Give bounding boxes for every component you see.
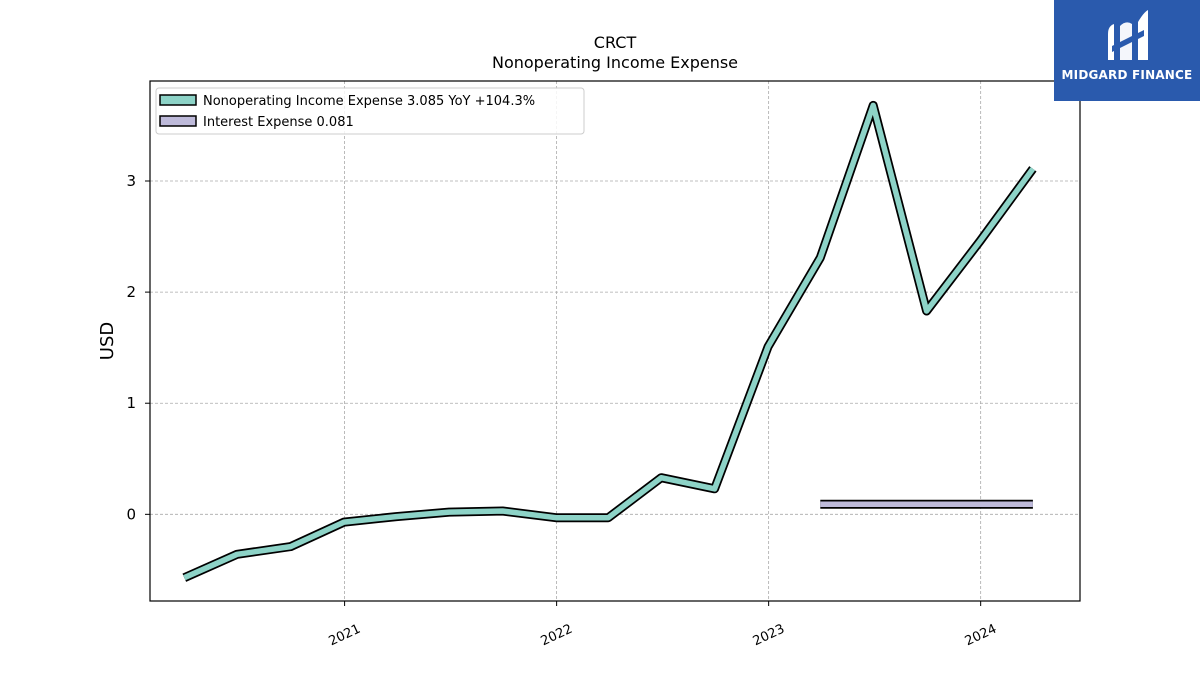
chart: CRCT Nonoperating Income Expense 2021 202… (0, 0, 1200, 675)
y-axis: 0 1 2 3 (126, 172, 150, 523)
plot-series (184, 105, 1033, 578)
grid (150, 81, 1080, 601)
legend: Nonoperating Income Expense 3.085 YoY +1… (156, 88, 584, 134)
midgard-logo-icon (1054, 0, 1200, 70)
y-axis-label: USD (97, 322, 118, 360)
brand-logo: MIDGARD FINANCE (1054, 0, 1200, 101)
y-tick-label: 3 (126, 172, 136, 190)
legend-label-nonoperating: Nonoperating Income Expense 3.085 YoY +1… (203, 94, 535, 109)
chart-title: CRCT (594, 33, 637, 52)
x-tick-label: 2021 (327, 622, 363, 650)
legend-swatch-interest (160, 116, 196, 126)
y-tick-label: 0 (126, 505, 136, 523)
y-tick-label: 2 (126, 283, 136, 301)
x-tick-label: 2022 (539, 622, 575, 650)
legend-label-interest: Interest Expense 0.081 (203, 115, 354, 130)
brand-name: MIDGARD FINANCE (1054, 68, 1200, 82)
y-tick-label: 1 (126, 394, 136, 412)
chart-subtitle: Nonoperating Income Expense (492, 53, 738, 72)
legend-swatch-nonoperating (160, 95, 196, 105)
x-tick-label: 2023 (751, 622, 787, 650)
plot-frame (150, 81, 1080, 601)
x-axis: 2021 2022 2023 2024 (327, 601, 999, 649)
x-tick-label: 2024 (963, 622, 999, 650)
